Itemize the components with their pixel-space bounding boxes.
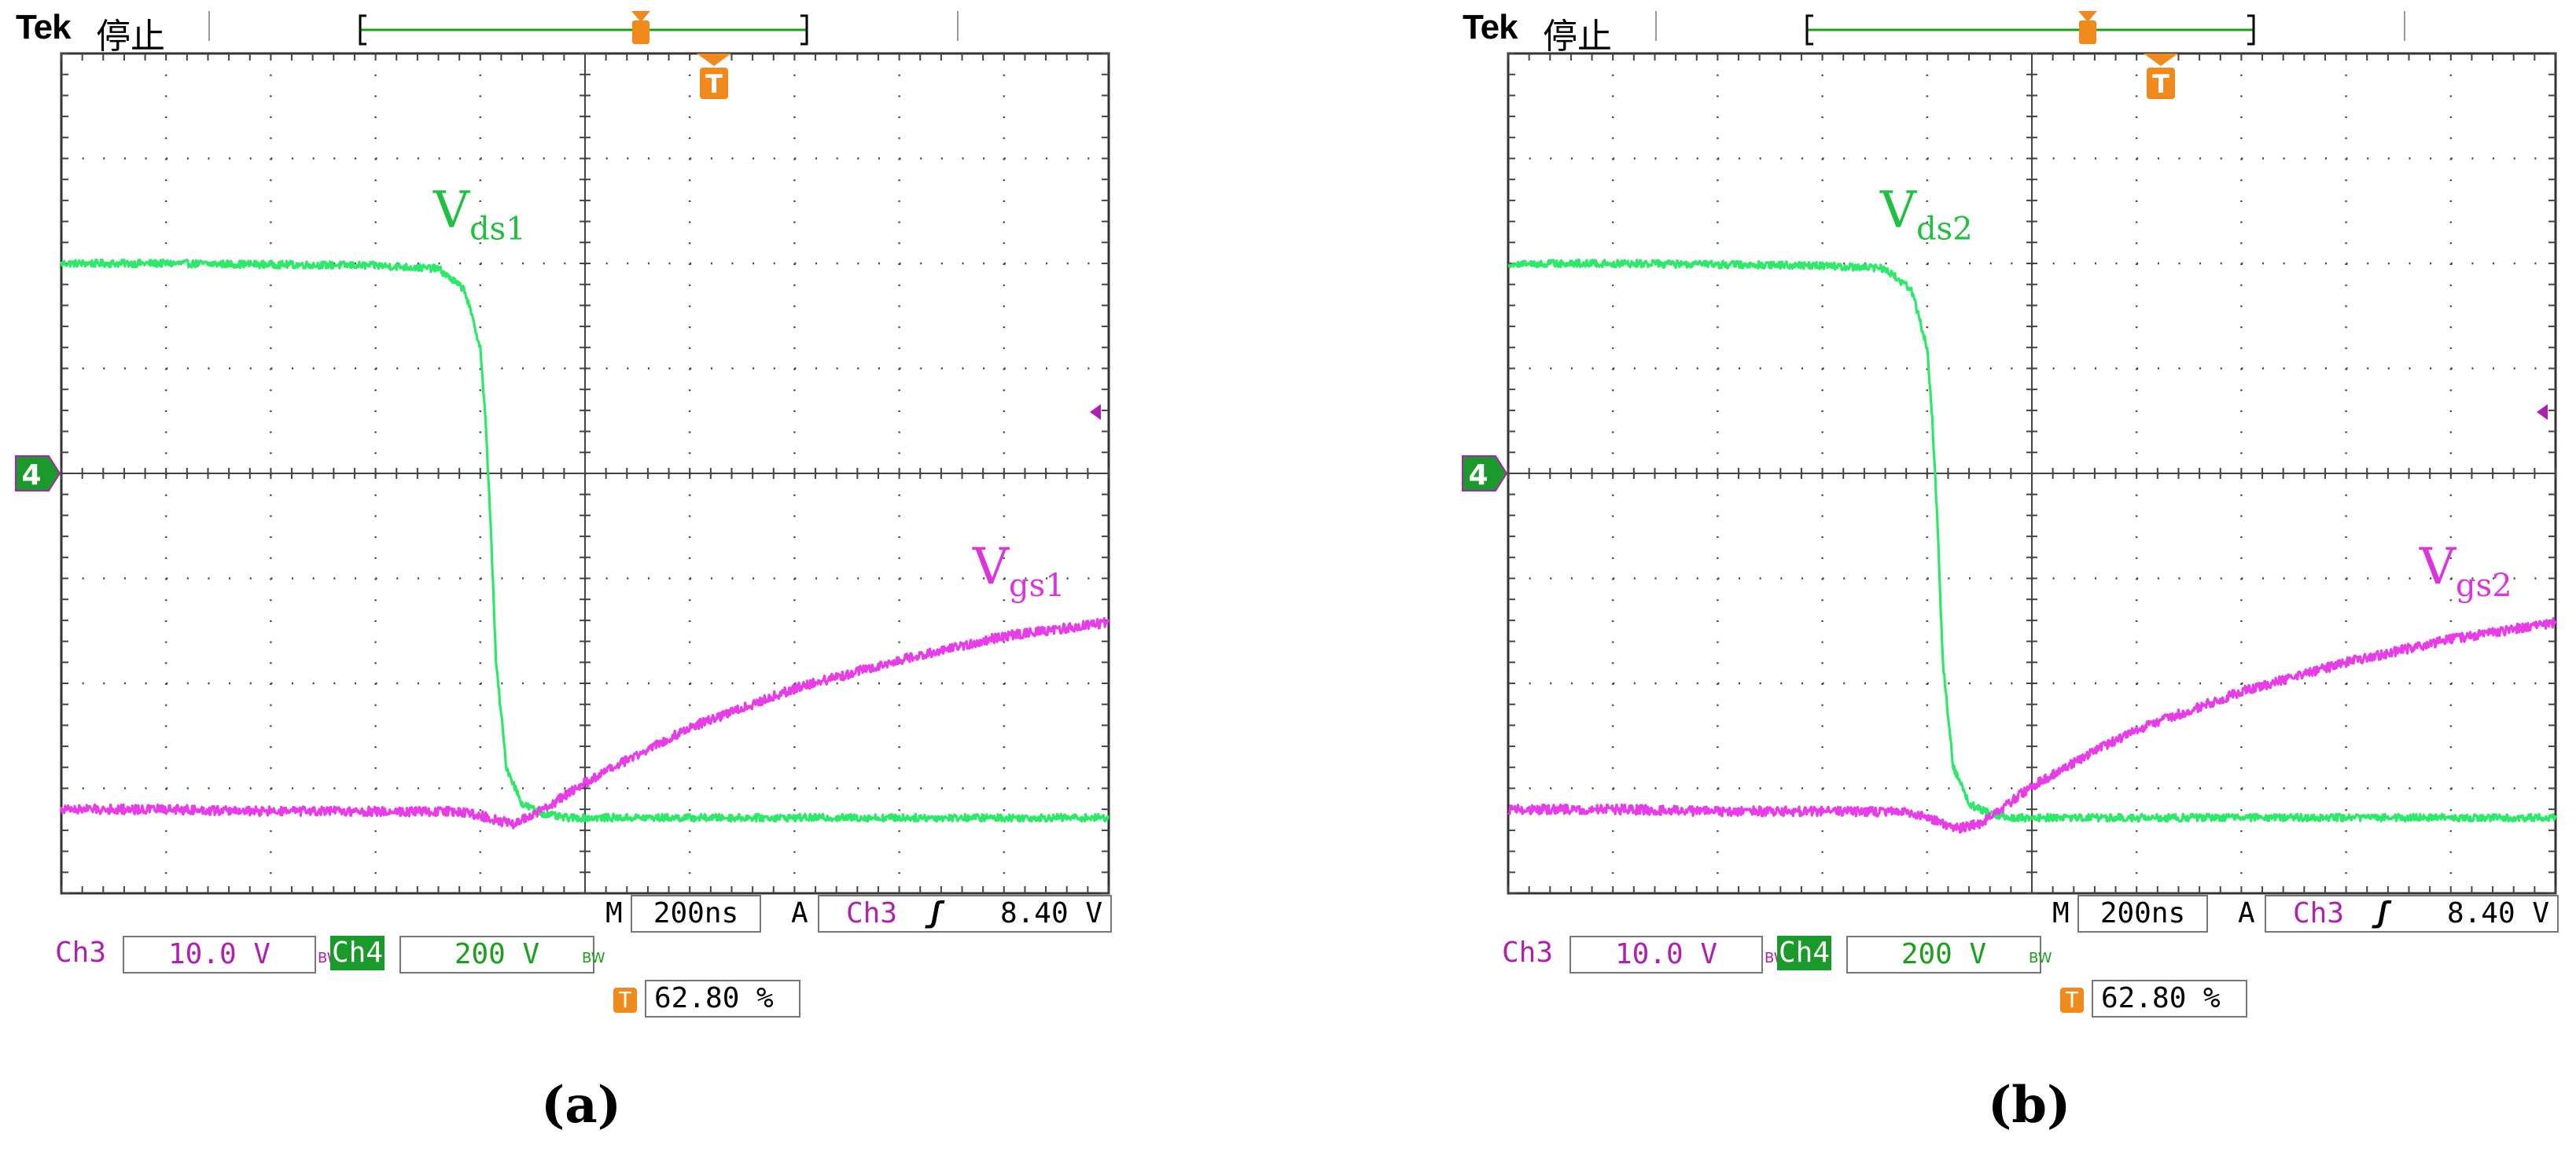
record-bar-bracket-right [2247, 14, 2255, 46]
trigger-slope-icon: ʃ [926, 897, 944, 929]
trace-line-vgs1 [60, 616, 1110, 830]
trigger-box[interactable]: Ch3 ʃ 8.40 V [818, 895, 1112, 933]
ch4-scale-value: 200 V [454, 938, 540, 970]
trigger-source: Ch3 [2293, 897, 2345, 929]
timebase-value: 200ns [2099, 897, 2186, 929]
ch3-scale-value: 10.0 V [1614, 938, 1718, 970]
record-trigger-icon [2079, 20, 2096, 44]
signal-label-vds1: Vds1 [432, 181, 526, 247]
timebase-prefix: M [2052, 897, 2070, 929]
record-trigger-icon [632, 20, 650, 44]
ch4-bw-limit-icon: BW [2029, 950, 2052, 966]
signal-label-vds2: Vds2 [1879, 181, 1973, 247]
panel-caption-a: (a) [541, 1076, 622, 1135]
timebase-box[interactable]: 200ns [631, 895, 761, 933]
ch4-scale-box[interactable]: 200 V [1846, 936, 2041, 973]
signal-label-main: V [2419, 538, 2457, 596]
trigger-source: Ch3 [846, 897, 898, 929]
ch4-scale-value: 200 V [1901, 938, 1987, 970]
ch3-scale-value: 10.0 V [167, 938, 271, 970]
acquisition-status: 停止 [96, 17, 165, 57]
panel-caption-b: (b) [1988, 1076, 2071, 1135]
timebase-value: 200ns [653, 897, 739, 929]
ch3-label: Ch3 [1502, 937, 1554, 969]
ch4-ground-marker: 4 [1462, 455, 1508, 491]
trace-vds1: Vds1 [60, 181, 1110, 823]
trigger-t-label: T [705, 69, 723, 99]
brand-logo: Tek [16, 8, 72, 46]
trace-line-vgs2 [1507, 616, 2557, 834]
trigger-position-value: 62.80 % [654, 982, 774, 1014]
signal-label-vgs1: Vgs1 [972, 538, 1065, 604]
graticule-grid [1507, 53, 2556, 894]
signal-label-subscript: ds1 [469, 211, 526, 247]
trigger-position-box[interactable]: 62.80 % [645, 980, 800, 1018]
record-position-bar [359, 11, 808, 46]
trigger-position-marker: T [2144, 53, 2178, 99]
trace-vgs2: Vgs2 [1507, 538, 2557, 834]
record-trigger-pointer [2078, 11, 2097, 22]
trigger-prefix: A [791, 897, 808, 929]
signal-label-subscript: gs2 [2456, 568, 2512, 604]
trigger-position-icon: T [613, 988, 637, 1013]
ground-marker-label: 4 [1468, 459, 1488, 491]
trigger-pointer-icon [697, 53, 731, 66]
brand-logo: Tek [1463, 8, 1518, 46]
trace-vds2: Vds2 [1507, 181, 2557, 823]
record-bar-bracket-right [800, 14, 808, 46]
signal-label-main: V [1879, 181, 1918, 239]
trigger-level-arrow-icon [1090, 404, 1101, 420]
record-trigger-pointer [631, 11, 650, 22]
record-bar-bracket-left [1805, 14, 1813, 46]
timebase-prefix: M [605, 897, 623, 929]
ch4-ground-marker: 4 [15, 455, 61, 491]
ch4-bw-limit-icon: BW [582, 950, 605, 966]
trace-vgs1: Vgs1 [60, 538, 1110, 830]
ch4-label: Ch4 [1777, 936, 1832, 970]
acquisition-status: 停止 [1543, 17, 1612, 57]
trigger-level-value: 8.40 V [999, 897, 1102, 929]
trigger-position-marker: T [697, 53, 731, 99]
signal-label-subscript: gs1 [1009, 568, 1065, 604]
signal-label-vgs2: Vgs2 [2419, 538, 2512, 604]
trace-line-vds1 [60, 258, 1110, 823]
trigger-position-icon: T [2060, 988, 2084, 1013]
ch4-scale-box[interactable]: 200 V [399, 936, 594, 973]
oscilloscope-panel-b: Tek 停止 T 4 Vds2 Vgs2 Ch3 10.0 V BW Ch4 200 … [1447, 0, 2563, 1152]
trigger-position-value: 62.80 % [2101, 982, 2221, 1014]
trigger-slope-icon: ʃ [2373, 897, 2390, 929]
trigger-box[interactable]: Ch3 ʃ 8.40 V [2265, 895, 2559, 933]
ch3-label: Ch3 [55, 937, 107, 969]
ground-marker-label: 4 [21, 459, 41, 491]
trigger-pointer-icon [2144, 53, 2178, 66]
trigger-level-arrow-icon [2537, 404, 2548, 420]
signal-label-main: V [432, 181, 471, 239]
ch3-scale-box[interactable]: 10.0 V [123, 936, 316, 973]
oscilloscope-panel-a: Tek 停止 T 4 Vds1 Vgs1 Ch3 10.0 V BW Ch4 200 … [0, 0, 1117, 1152]
ch3-scale-box[interactable]: 10.0 V [1570, 936, 1763, 973]
graticule-grid [61, 53, 1110, 894]
record-position-bar [1805, 11, 2255, 46]
trigger-position-box[interactable]: 62.80 % [2092, 980, 2247, 1018]
ground-marker-badge [1462, 455, 1508, 491]
trigger-level-value: 8.40 V [2446, 897, 2549, 929]
trace-line-vds2 [1507, 258, 2557, 823]
timebase-box[interactable]: 200ns [2077, 895, 2208, 933]
ground-marker-badge [15, 455, 61, 491]
trigger-prefix: A [2238, 897, 2255, 929]
record-bar-bracket-left [359, 14, 366, 46]
trigger-t-label: T [2152, 69, 2169, 99]
signal-label-subscript: ds2 [1916, 211, 1973, 247]
trigger-t-icon [2147, 68, 2175, 99]
signal-label-main: V [972, 538, 1010, 596]
trigger-t-icon [700, 68, 728, 99]
ch4-label: Ch4 [330, 936, 385, 970]
